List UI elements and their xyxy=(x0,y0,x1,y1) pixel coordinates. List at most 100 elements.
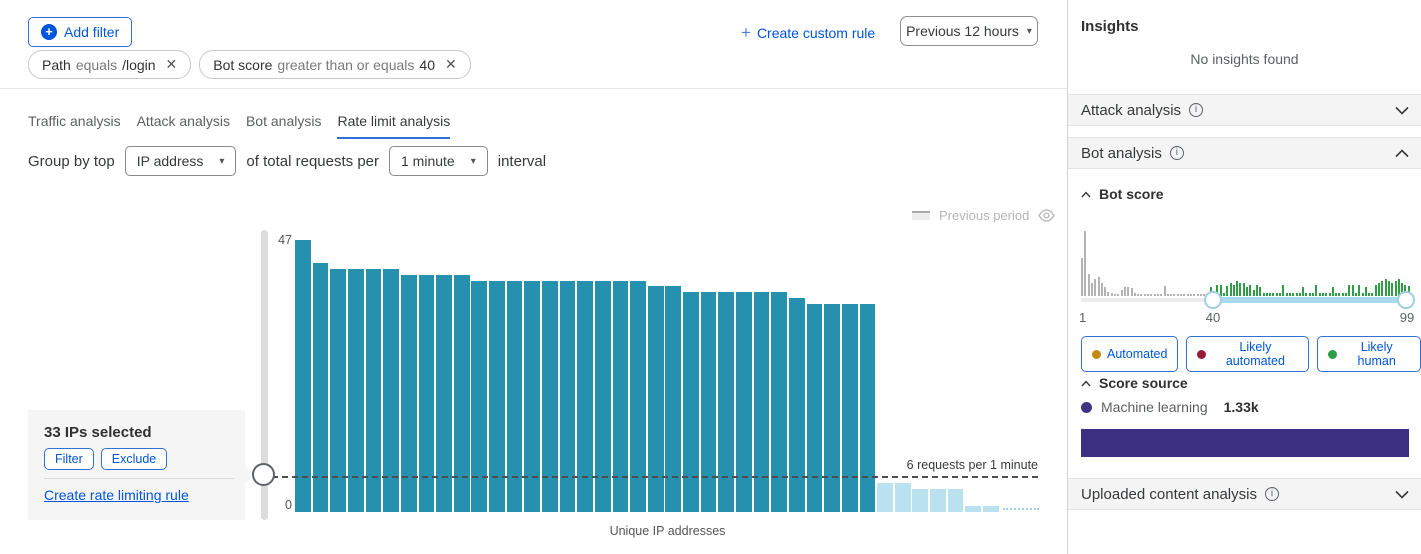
tab-rate-limit-analysis[interactable]: Rate limit analysis xyxy=(337,113,451,139)
threshold-slider-handle[interactable] xyxy=(252,463,275,486)
filter-button[interactable]: Filter xyxy=(44,448,94,470)
histogram-bar xyxy=(1246,287,1248,296)
info-icon[interactable]: i xyxy=(1264,487,1279,501)
bot-score-high-handle[interactable] xyxy=(1397,291,1415,309)
bot-analysis-section-header[interactable]: Bot analysis i xyxy=(1068,137,1421,169)
histogram-bar xyxy=(1262,292,1265,296)
legend-button-likely-automated[interactable]: Likely automated xyxy=(1186,336,1310,372)
chart-bar[interactable] xyxy=(683,292,699,512)
chart-bar[interactable] xyxy=(506,280,523,512)
eye-icon[interactable] xyxy=(1038,209,1056,222)
legend-dot-icon xyxy=(1092,349,1101,359)
tab-attack-analysis[interactable]: Attack analysis xyxy=(136,113,230,129)
chart-bar[interactable] xyxy=(877,483,893,512)
chart-bar[interactable] xyxy=(330,268,347,512)
bot-score-low-handle[interactable] xyxy=(1204,291,1222,309)
chart-bar[interactable] xyxy=(859,303,876,512)
chart-bar[interactable] xyxy=(912,488,929,512)
tab-bot-analysis[interactable]: Bot analysis xyxy=(245,113,322,129)
chart-bar[interactable] xyxy=(312,263,329,512)
slider-min-label: 1 xyxy=(1079,310,1087,325)
chevron-down-icon: ▾ xyxy=(219,155,225,167)
no-insights-message: No insights found xyxy=(1190,51,1299,67)
score-source-bar[interactable] xyxy=(1081,429,1409,457)
chart-bar[interactable] xyxy=(647,286,664,512)
chart-bar[interactable] xyxy=(788,297,805,512)
chart-bar[interactable] xyxy=(665,286,682,512)
chart-bar[interactable] xyxy=(771,292,788,512)
chart-bar[interactable] xyxy=(965,506,982,512)
time-range-dropdown[interactable]: Previous 12 hours ▾ xyxy=(900,16,1038,46)
uploaded-content-section-header[interactable]: Uploaded content analysis i xyxy=(1068,478,1421,510)
info-icon[interactable]: i xyxy=(1169,146,1184,160)
chart-bar[interactable] xyxy=(947,488,964,512)
histogram-bar xyxy=(1265,292,1268,296)
histogram-bar xyxy=(1242,283,1245,296)
add-filter-button[interactable]: + Add filter xyxy=(28,17,133,47)
chart-bar[interactable] xyxy=(489,280,505,512)
legend-label: Likely automated xyxy=(1225,340,1285,368)
chart-bar[interactable] xyxy=(559,280,576,512)
create-rate-limiting-rule-link[interactable]: Create rate limiting rule xyxy=(44,487,189,503)
remove-filter-icon[interactable]: ✕ xyxy=(165,56,178,72)
bot-score-subsection-header[interactable]: Bot score xyxy=(1081,186,1164,202)
chip-o: greater than or equals xyxy=(277,56,415,73)
histogram-bar xyxy=(1147,293,1149,296)
histogram-bar xyxy=(1341,292,1344,296)
chart-bar[interactable] xyxy=(700,292,717,512)
dimension-select[interactable]: IP address ▾ xyxy=(124,146,237,176)
histogram-bar xyxy=(1275,292,1278,296)
chart-bar[interactable] xyxy=(930,488,946,512)
chart-bar[interactable] xyxy=(542,280,558,512)
chart-bar[interactable] xyxy=(753,292,770,512)
chart-bar[interactable] xyxy=(295,240,311,512)
threshold-slider-track[interactable] xyxy=(261,230,268,520)
chart-bar[interactable] xyxy=(347,268,364,512)
interval-select[interactable]: 1 minute ▾ xyxy=(389,146,488,176)
chart-bar[interactable] xyxy=(841,303,858,512)
dimension-value: IP address xyxy=(136,153,204,169)
histogram-bar xyxy=(1087,274,1090,296)
chart-bar[interactable] xyxy=(436,274,452,512)
legend-button-automated[interactable]: Automated xyxy=(1081,336,1179,372)
histogram-bar xyxy=(1338,292,1341,296)
chart-bar[interactable] xyxy=(736,292,752,512)
tab-traffic-analysis[interactable]: Traffic analysis xyxy=(28,113,121,129)
histogram-bar xyxy=(1150,293,1153,296)
chart-bar[interactable] xyxy=(577,280,593,512)
histogram-bar xyxy=(1279,292,1281,296)
chart-bar[interactable] xyxy=(630,280,646,512)
chart-bar[interactable] xyxy=(471,280,488,512)
bot-score-slider-range[interactable] xyxy=(1212,297,1406,303)
y-axis-min-label: 0 xyxy=(285,498,292,512)
chart-bar[interactable] xyxy=(806,303,823,512)
chart-bar[interactable] xyxy=(418,274,435,512)
histogram-bar xyxy=(1130,288,1133,296)
chart-bar[interactable] xyxy=(365,268,382,512)
histogram-bar xyxy=(1232,285,1235,296)
histogram-bar xyxy=(1137,293,1140,296)
chart-bar[interactable] xyxy=(594,280,611,512)
y-axis-max-label: 47 xyxy=(278,233,292,247)
histogram-bar xyxy=(1163,286,1166,296)
chart-bar[interactable] xyxy=(383,268,399,512)
legend-button-likely-human[interactable]: Likely human xyxy=(1317,336,1421,372)
chart-bar[interactable] xyxy=(612,280,629,512)
histogram-bar xyxy=(1391,283,1394,296)
chart-bar[interactable] xyxy=(983,506,999,512)
chart-bar[interactable] xyxy=(400,274,417,512)
chart-bar[interactable] xyxy=(524,280,541,512)
chart-bar[interactable] xyxy=(894,483,911,512)
attack-analysis-section-header[interactable]: Attack analysis i xyxy=(1068,94,1421,126)
exclude-button[interactable]: Exclude xyxy=(100,448,168,470)
score-source-subsection-header[interactable]: Score source xyxy=(1081,375,1188,391)
chart-bar[interactable] xyxy=(824,303,840,512)
info-icon[interactable]: i xyxy=(1189,103,1204,117)
chart-bar[interactable] xyxy=(718,292,735,512)
histogram-bar xyxy=(1308,292,1311,296)
remove-filter-icon[interactable]: ✕ xyxy=(444,56,457,72)
create-custom-rule-link[interactable]: + Create custom rule xyxy=(741,23,875,43)
chart-bar[interactable] xyxy=(453,274,470,512)
histogram-bar xyxy=(1222,292,1225,296)
histogram-bar xyxy=(1239,283,1242,296)
